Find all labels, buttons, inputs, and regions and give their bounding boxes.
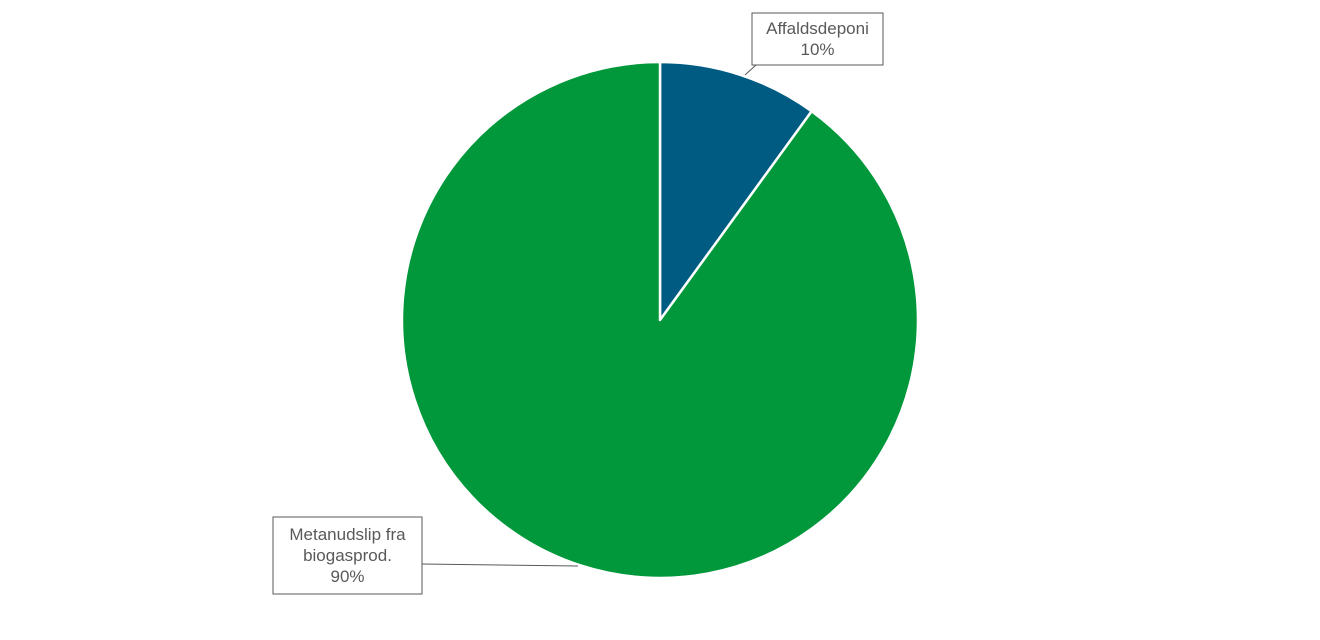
data-label-callouts: Affaldsdeponi 10% Metanudslip fra biogaspro… xyxy=(272,12,884,595)
category-label: Affaldsdeponi xyxy=(766,19,869,38)
data-label-1: Affaldsdeponi 10% xyxy=(744,12,884,76)
callout-box xyxy=(751,12,884,66)
category-label: biogasprod. xyxy=(303,546,392,565)
pie-slice-1 xyxy=(658,60,813,322)
pie-slices xyxy=(400,60,920,580)
leader-line xyxy=(421,563,579,567)
data-label-2: Metanudslip fra biogasprod. 90% xyxy=(272,516,579,595)
percent-label: 10% xyxy=(800,40,834,59)
category-label: Metanudslip fra xyxy=(289,525,406,544)
percent-label: 90% xyxy=(330,567,364,586)
leader-line xyxy=(744,64,757,76)
callout-box xyxy=(272,516,423,595)
pie-slice-2 xyxy=(400,60,920,580)
